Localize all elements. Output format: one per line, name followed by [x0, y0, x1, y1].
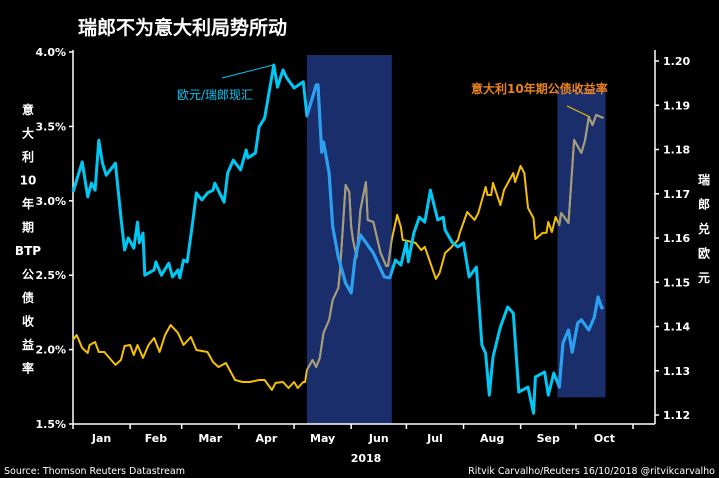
right-tick-label: 1.18	[663, 144, 690, 157]
btp-leader-line	[566, 105, 591, 118]
fx-leader-line	[221, 64, 274, 79]
right-axis-label-char: 瑞	[698, 172, 710, 187]
right-axis-label-char: 欧	[698, 246, 710, 261]
left-axis-label-char: 10	[20, 174, 37, 188]
btp-series-label: 意大利10年期公债收益率	[471, 81, 608, 96]
left-tick-label: 4.0%	[35, 46, 66, 59]
month-label: Jul	[426, 432, 443, 445]
left-axis-label-char: 收	[22, 314, 34, 329]
month-label: Oct	[594, 432, 615, 445]
left-axis-label-char: 率	[22, 361, 34, 376]
left-axis-label-char: 意	[22, 102, 34, 117]
month-label: Sep	[537, 432, 560, 445]
right-tick-label: 1.20	[663, 55, 690, 68]
left-tick-label: 2.5%	[35, 269, 66, 282]
month-label: May	[310, 432, 335, 445]
right-tick-label: 1.16	[663, 232, 690, 245]
right-axis-label-char: 兑	[698, 221, 710, 236]
left-tick-label: 3.5%	[35, 120, 66, 133]
left-axis-label-char: 债	[22, 290, 34, 305]
right-tick-label: 1.12	[663, 409, 690, 422]
left-axis-label-char: 利	[22, 149, 34, 164]
left-axis-label-char: 年	[22, 196, 34, 211]
x-axis-title: 2018	[351, 452, 382, 465]
month-label: Jun	[368, 432, 389, 445]
right-axis-label-char: 元	[698, 271, 710, 285]
month-label: Jan	[91, 432, 111, 445]
fx-series-label: 欧元/瑞郎现汇	[177, 88, 253, 102]
left-axis-label-char: 大	[22, 126, 34, 141]
right-tick-label: 1.13	[663, 365, 690, 378]
left-axis-label-char: BTP	[15, 244, 41, 258]
month-label: Mar	[198, 432, 222, 445]
right-tick-label: 1.14	[663, 321, 690, 334]
source-note: Source: Thomson Reuters Datastream	[4, 466, 185, 477]
chart-title: 瑞郎不为意大利局势所动	[78, 16, 287, 39]
left-axis-label-char: 期	[22, 220, 34, 235]
left-axis-label-char: 益	[22, 337, 34, 352]
left-tick-label: 1.5%	[35, 418, 66, 431]
right-tick-label: 1.17	[663, 188, 690, 201]
credit-note: Ritvik Carvalho/Reuters 16/10/2018 @ritv…	[468, 466, 715, 477]
right-axis-label-char: 郎	[698, 197, 710, 212]
left-axis-label-char: 公	[22, 268, 34, 282]
left-tick-label: 3.0%	[35, 195, 66, 208]
highlight-region	[557, 89, 606, 398]
left-tick-label: 2.0%	[35, 344, 66, 357]
month-label: Feb	[145, 432, 168, 445]
month-label: Aug	[480, 432, 504, 445]
right-tick-label: 1.19	[663, 99, 690, 112]
right-tick-label: 1.15	[663, 276, 690, 289]
month-label: Apr	[256, 432, 278, 445]
